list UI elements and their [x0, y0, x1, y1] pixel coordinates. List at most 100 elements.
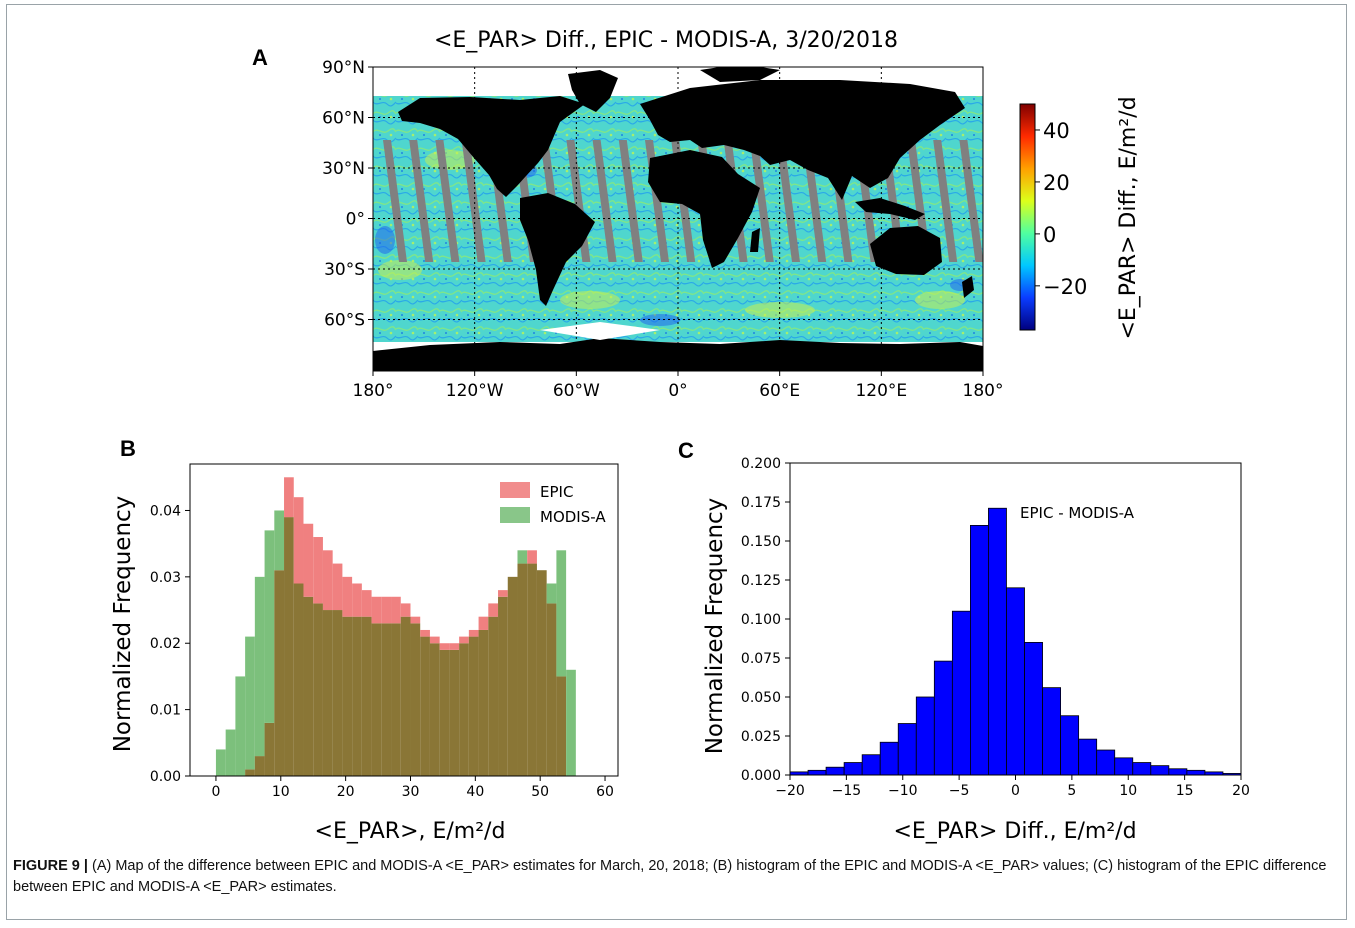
bar-modis-a — [546, 583, 557, 604]
caption-label: FIGURE 9 | — [13, 858, 88, 874]
bar-difference — [1114, 757, 1134, 776]
y-tick-label: 0.02 — [150, 636, 181, 652]
x-tick-label: 10 — [1119, 783, 1137, 799]
bar-overlap — [254, 756, 265, 776]
map-x-tick-label: 120°E — [855, 381, 907, 401]
map-x-tick-label: 180° — [963, 381, 1004, 401]
no-data-swath — [592, 140, 617, 262]
bar-overlap — [332, 610, 343, 776]
y-ticks-c: 0.000 0.025 0.050 0.075 0.100 0.125 0.150 0.175… — [741, 456, 790, 784]
land-masses — [373, 67, 983, 371]
y-axis-label-c: Normalized Frequency — [702, 498, 728, 755]
indonesia — [855, 198, 925, 220]
bar-difference — [1060, 715, 1080, 776]
x-ticks-c: −20 −15 −10 −5 0 5 10 15 20 — [775, 775, 1250, 799]
x-tick-label: 0 — [211, 784, 220, 800]
y-tick-label: 0.100 — [741, 612, 781, 628]
bar-difference — [933, 660, 953, 776]
x-tick-label: −10 — [888, 783, 918, 799]
bar-overlap — [488, 616, 499, 776]
y-tick-label: 0.03 — [150, 570, 181, 586]
x-tick-label: 30 — [402, 784, 420, 800]
no-data-swath — [618, 140, 643, 262]
map-area — [373, 67, 983, 371]
figure-canvas: A <E_PAR> Diff., EPIC - MODIS-A, 3/20/20… — [110, 28, 1250, 844]
bar-overlap — [517, 563, 528, 776]
y-tick-label: 0.125 — [741, 573, 781, 589]
y-tick-label: 0.075 — [741, 651, 781, 667]
bar-modis-a — [225, 729, 236, 776]
ice-shelf — [540, 322, 660, 340]
bar-overlap — [556, 676, 567, 776]
bar-overlap — [410, 623, 421, 776]
y-tick-label: 0.000 — [741, 768, 781, 784]
caption-text: (A) Map of the difference between EPIC a… — [13, 858, 1327, 895]
bar-epic — [313, 537, 323, 604]
map-y-tick-label: 0° — [346, 210, 365, 230]
no-data-swath — [802, 140, 827, 262]
no-data-swath — [776, 140, 800, 262]
bar-difference — [807, 769, 827, 776]
figure-caption: FIGURE 9 | (A) Map of the difference bet… — [13, 856, 1338, 898]
antarctica — [373, 338, 983, 371]
panel-label-c: C — [678, 438, 694, 463]
no-data-swath — [749, 140, 774, 262]
bar-overlap — [264, 722, 275, 776]
x-tick-label: 60 — [596, 784, 614, 800]
histogram-b-bars — [215, 477, 576, 776]
bar-difference — [970, 525, 989, 776]
y-tick-label: 0.025 — [741, 729, 781, 745]
bar-overlap — [381, 623, 392, 776]
x-tick-label: 0 — [1011, 783, 1020, 799]
plot-frame-b — [189, 463, 619, 777]
bar-overlap — [371, 623, 382, 776]
colorbar-tick-label: 0 — [1043, 223, 1056, 247]
y-tick-label: 0.00 — [150, 769, 181, 785]
figure-frame — [6, 4, 1347, 920]
x-ticks-b: 0 10 20 30 40 50 60 — [211, 776, 614, 800]
bar-difference — [843, 762, 863, 776]
bar-overlap — [342, 616, 353, 776]
bar-epic — [439, 643, 450, 650]
bar-epic — [284, 477, 294, 518]
bar-epic — [478, 616, 489, 630]
map-x-tick-label: 0° — [668, 381, 687, 401]
legend-b: EPIC MODIS-A — [500, 482, 606, 526]
bar-epic — [332, 563, 343, 611]
bar-modis-a — [245, 636, 255, 770]
bar-difference — [1132, 762, 1152, 776]
bar-overlap — [449, 649, 460, 776]
map-y-tick-label: 30°S — [324, 260, 365, 280]
legend-swatch-modis — [500, 507, 530, 523]
bar-modis-a — [254, 576, 265, 757]
x-axis-label-b: <E_PAR>, E/m²/d — [315, 819, 506, 844]
map-title: <E_PAR> Diff., EPIC - MODIS-A, 3/20/2018 — [434, 28, 898, 53]
bar-difference — [861, 754, 881, 776]
bar-overlap — [293, 583, 304, 776]
y-tick-label: 0.150 — [741, 534, 781, 550]
bar-difference — [825, 766, 845, 776]
map-x-ticks: 180° 120°W 60°W 0° 60°E 120°E 180° — [353, 371, 1004, 401]
colorbar-tick-label: 40 — [1043, 119, 1070, 143]
bar-epic — [391, 596, 401, 624]
south-america — [520, 193, 595, 306]
bar-modis-a — [566, 669, 576, 776]
bar-overlap — [391, 623, 401, 776]
colorbar-label: <E_PAR> Diff., E/m²/d — [1116, 96, 1141, 339]
bar-overlap — [429, 643, 440, 776]
bar-epic — [342, 576, 353, 617]
bar-modis-a — [215, 749, 226, 776]
bar-difference — [1006, 587, 1025, 776]
bar-overlap — [284, 517, 294, 776]
bar-difference — [915, 696, 935, 776]
bar-modis-a — [264, 530, 275, 723]
legend-label-epic: EPIC — [540, 483, 573, 501]
no-data-swath — [409, 140, 434, 262]
map-gridlines — [373, 67, 983, 371]
bar-difference — [1150, 765, 1170, 776]
bar-overlap — [536, 570, 547, 776]
x-tick-label: 5 — [1067, 783, 1076, 799]
bar-difference — [1096, 749, 1116, 776]
bar-overlap — [274, 570, 285, 776]
bar-difference — [1024, 642, 1043, 776]
